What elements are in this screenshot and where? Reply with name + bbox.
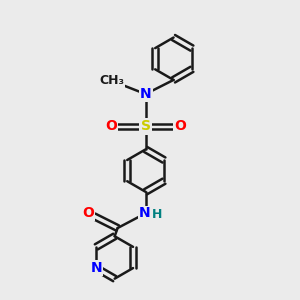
Text: O: O	[82, 206, 94, 220]
Text: O: O	[105, 119, 117, 134]
Text: CH₃: CH₃	[99, 74, 124, 87]
Text: N: N	[138, 206, 150, 220]
Text: N: N	[91, 261, 102, 275]
Text: H: H	[152, 208, 162, 221]
Text: O: O	[174, 119, 186, 134]
Text: N: N	[140, 87, 152, 101]
Text: S: S	[141, 119, 151, 134]
